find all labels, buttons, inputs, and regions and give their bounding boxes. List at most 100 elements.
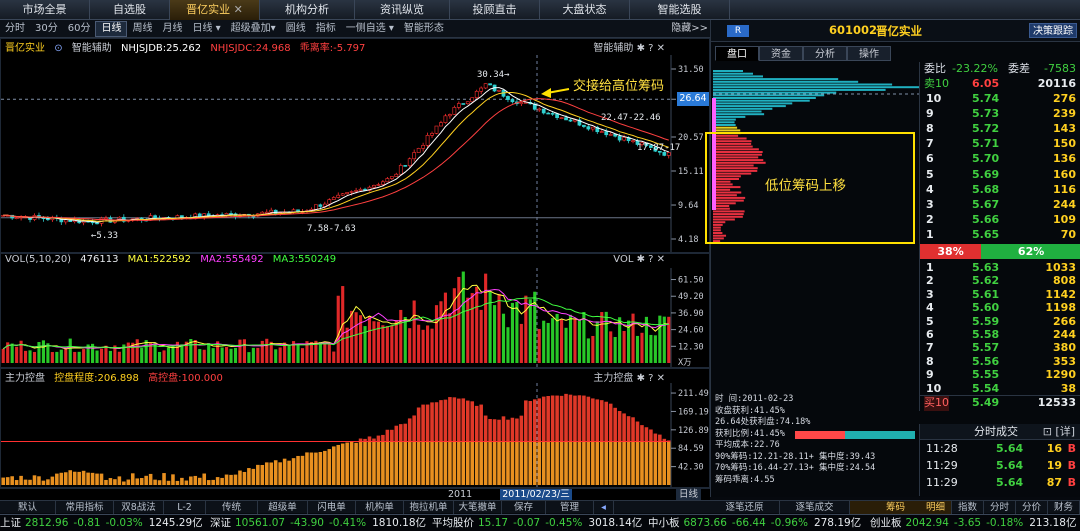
control-bar-high xyxy=(385,429,390,442)
chip-bar xyxy=(713,102,793,105)
tab-orderbook[interactable]: 盘口 xyxy=(715,46,759,61)
nav-tab-watchlist[interactable]: 自选股 xyxy=(90,0,170,20)
nav-tab-market-overview[interactable]: 市场全景 xyxy=(0,0,90,20)
period-daily[interactable]: 日线 xyxy=(95,20,128,37)
tab-capital[interactable]: 资金 xyxy=(759,46,803,61)
control-bar-low xyxy=(345,442,349,485)
control-bar-high xyxy=(658,434,662,442)
control-bar-low xyxy=(626,441,631,485)
watchlist-dropdown[interactable]: 一侧自选 ▾ xyxy=(345,22,394,34)
control-bar-high xyxy=(416,407,421,442)
detail-tab[interactable]: 指数 xyxy=(952,501,984,514)
tab-analysis[interactable]: 分析 xyxy=(803,46,847,61)
candle-body xyxy=(434,125,439,134)
control-bar-low xyxy=(95,473,99,485)
tick-trades-header: 分时成交 ⊡ [详] xyxy=(920,424,1080,440)
nav-tab-stock[interactable]: 晋亿实业 ✕ xyxy=(170,0,260,20)
volume-chart-controls[interactable]: VOL ✱ ? ✕ xyxy=(613,254,665,265)
close-icon[interactable]: ✕ xyxy=(233,3,243,16)
period-30min[interactable]: 30分 xyxy=(35,22,58,34)
volume-bar xyxy=(332,351,336,363)
volume-chart-pane[interactable]: VOL(5,10,20) 476113 MA1:522592 MA2:55549… xyxy=(0,253,710,368)
hide-panel-button[interactable]: 隐藏>> xyxy=(671,23,708,34)
ticker-item[interactable]: 上证 2812.96 -0.81 -0.03% 1245.29亿 xyxy=(0,516,203,531)
period-weekly[interactable]: 周线 xyxy=(132,22,153,34)
nav-tab-market-status[interactable]: 大盘状态 xyxy=(540,0,630,20)
price-chart-pane[interactable]: 晋亿实业 ⊙ 智能辅助 NHJSJDB:25.262 NHJSJDC:24.96… xyxy=(0,38,710,253)
volume-bar xyxy=(493,305,497,363)
volume-bar xyxy=(345,327,349,363)
tab-operation[interactable]: 操作 xyxy=(847,46,891,61)
control-bar-low xyxy=(532,441,537,485)
template-tab[interactable]: L-2 xyxy=(164,501,206,514)
detail-link[interactable]: ⊡ [详] xyxy=(1043,424,1075,440)
ticker-item[interactable]: 深证 10561.07 -43.90 -0.41% 1810.18亿 xyxy=(210,516,426,531)
template-tab[interactable]: 机构单 xyxy=(356,501,404,514)
volume-bar xyxy=(37,342,41,363)
ticker-item[interactable]: 创业板 2042.94 -3.65 -0.18% 213.18亿 xyxy=(870,516,1077,531)
buy-level-row: 5 5.59 266 xyxy=(920,315,1080,328)
template-tab[interactable]: 常用指标 xyxy=(56,501,114,514)
control-bar-high xyxy=(363,438,367,442)
period-60min[interactable]: 60分 xyxy=(67,22,91,34)
x-axis-period[interactable]: 日线 xyxy=(676,489,702,501)
template-tab[interactable]: 管理 xyxy=(546,501,594,514)
template-tab[interactable]: 双8战法 xyxy=(114,501,164,514)
period-monthly[interactable]: 月线 xyxy=(162,22,183,34)
indicator-button[interactable]: 指标 xyxy=(315,22,336,34)
control-bar-low xyxy=(19,475,23,485)
volume-bar xyxy=(564,327,568,363)
ticker-item[interactable]: 中小板 6873.66 -66.44 -0.96% 278.19亿 xyxy=(648,516,861,531)
chip-bar xyxy=(713,151,763,153)
control-bar-low xyxy=(287,460,291,485)
detail-tab[interactable]: 明细 xyxy=(920,501,952,514)
template-tab[interactable]: 闪电单 xyxy=(308,501,356,514)
level-volume: 116 xyxy=(1053,182,1076,196)
price-chart-controls[interactable]: 智能辅助 ✱ ? ✕ xyxy=(593,43,665,54)
helper-dropdown-icon[interactable]: ⊙ xyxy=(54,43,63,54)
control-bar-low xyxy=(421,441,425,485)
nav-label: 大盘状态 xyxy=(562,3,607,16)
nav-tab-advisor[interactable]: 投顾直击 xyxy=(450,0,540,20)
nav-tab-institution[interactable]: 机构分析 xyxy=(260,0,355,20)
scroll-arrow-icon[interactable]: ◂ xyxy=(594,501,614,514)
control-bar-low xyxy=(367,441,372,485)
control-bar-low xyxy=(189,476,193,485)
period-dropdown[interactable]: 日线 ▾ xyxy=(192,22,221,34)
template-tab[interactable]: 传统 xyxy=(206,501,258,514)
chip-bar xyxy=(713,107,773,110)
control-chart-header: 主力控盘 控盘程度:206.898 高控盘:100.000 xyxy=(1,369,709,384)
nav-label: 投顾直击 xyxy=(472,3,517,16)
chip-bar xyxy=(713,126,738,129)
chip-info-deviation: 筹码乖离:4.55 xyxy=(715,474,775,485)
control-bar-low xyxy=(372,441,376,485)
template-tab[interactable]: 抱拉机单 xyxy=(404,501,454,514)
volume-bar xyxy=(50,352,54,363)
control-chart-controls[interactable]: 主力控盘 ✱ ? ✕ xyxy=(593,373,665,384)
draw-line-button[interactable]: 圆线 xyxy=(285,22,306,34)
nav-tab-smart-pick[interactable]: 智能选股 xyxy=(630,0,730,20)
detail-tab[interactable]: 分时 xyxy=(984,501,1016,514)
ticker-item[interactable]: 平均股价 15.17 -0.07 -0.45% 3018.14亿 xyxy=(432,516,642,531)
control-bar-low xyxy=(550,441,555,485)
smart-pattern-button[interactable]: 智能形态 xyxy=(403,22,444,34)
template-tab[interactable]: 默认 xyxy=(0,501,56,514)
period-minute[interactable]: 分时 xyxy=(5,22,25,34)
template-tab[interactable]: 大笔撤单 xyxy=(454,501,502,514)
control-bar-high xyxy=(666,440,671,442)
detail-tab[interactable]: 财务 xyxy=(1048,501,1080,514)
panel-mode-tab[interactable]: 逐笔成交 xyxy=(780,501,850,514)
panel-mode-tab[interactable]: 逐笔还原 xyxy=(710,501,780,514)
nav-tab-news[interactable]: 资讯纵览 xyxy=(355,0,450,20)
detail-tab[interactable]: 分价 xyxy=(1016,501,1048,514)
control-bar-low xyxy=(631,441,635,485)
overlay-dropdown[interactable]: 超级叠加▾ xyxy=(230,22,276,34)
candle-body xyxy=(314,204,318,210)
template-tab[interactable]: 超级单 xyxy=(258,501,308,514)
control-bar-low xyxy=(318,452,323,485)
decision-tracking-button[interactable]: 决策跟踪 xyxy=(1029,23,1077,38)
template-tab[interactable]: 保存 xyxy=(502,501,546,514)
ticker-amount: 1810.18亿 xyxy=(372,517,427,529)
control-chart-pane[interactable]: 主力控盘 控盘程度:206.898 高控盘:100.000 主力控盘 ✱ ? ✕… xyxy=(0,368,710,488)
chip-bar xyxy=(713,91,837,94)
